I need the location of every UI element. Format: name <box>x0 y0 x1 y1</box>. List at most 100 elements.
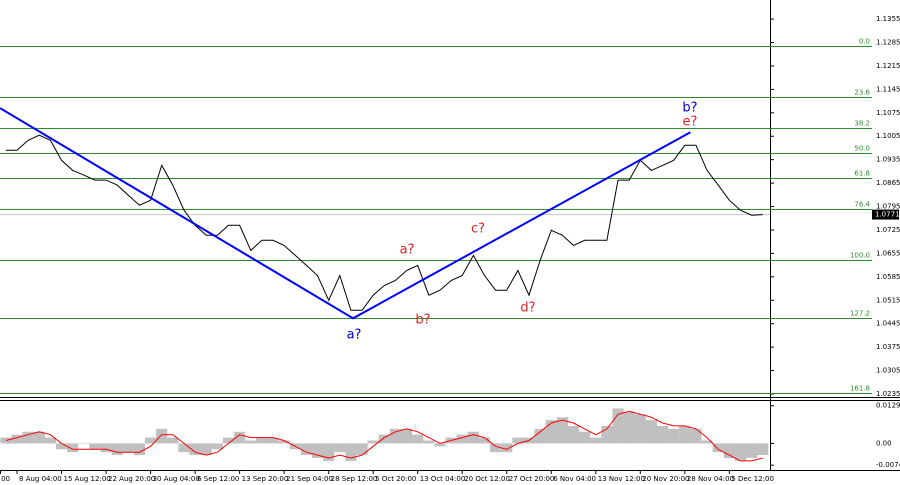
histogram-bar <box>534 428 546 444</box>
y-tick-label: 1.0935 <box>876 156 900 164</box>
y-tick-label: 0.01293 <box>876 402 900 410</box>
wave-annotation: a? <box>400 243 415 258</box>
fib-label: 61.8 <box>854 170 870 178</box>
histogram-bar <box>144 437 157 444</box>
y-tick-label: 0.00 <box>876 439 892 447</box>
histogram-bar <box>623 411 635 444</box>
y-tick-label: 1.1075 <box>876 109 900 117</box>
histogram-bar <box>757 443 769 456</box>
histogram-bar <box>501 443 513 453</box>
fib-label: 50.0 <box>854 145 870 153</box>
histogram-bar <box>78 443 90 444</box>
histogram-bar <box>323 443 335 461</box>
histogram-bar <box>423 440 435 444</box>
histogram-bar <box>300 443 312 456</box>
histogram-bar <box>634 414 646 444</box>
histogram-bar <box>512 437 524 444</box>
fib-label: 0.0 <box>859 38 870 46</box>
histogram-bar <box>156 428 168 444</box>
histogram-bar <box>412 434 424 444</box>
y-tick-label: 1.0795 <box>876 203 900 211</box>
wave-annotation: d? <box>520 301 535 316</box>
x-tick-label: 6 Nov 04:00 <box>553 475 596 483</box>
histogram-bar <box>311 443 324 458</box>
y-tick-label: 1.0655 <box>876 249 900 257</box>
x-tick-label: 00 <box>1 475 10 483</box>
x-tick-label: 28 Sep 12:00 <box>331 475 378 483</box>
x-tick-label: 21 Sep 04:00 <box>286 475 333 483</box>
wave-line <box>0 107 691 320</box>
histogram-bar <box>690 428 702 444</box>
histogram-bar <box>256 437 268 444</box>
x-tick-label: 6 Sep 12:00 <box>197 475 239 483</box>
y-tick-label: 1.0375 <box>876 343 900 351</box>
histogram-bar <box>11 434 23 444</box>
histogram-bar <box>612 408 624 444</box>
histogram-bar <box>434 443 446 447</box>
histogram-bar <box>100 443 112 453</box>
histogram-bar <box>178 443 190 453</box>
y-tick-label: 1.1285 <box>876 39 900 47</box>
histogram-bar <box>701 440 713 444</box>
histogram-bar <box>111 443 123 456</box>
y-tick-label: 1.0515 <box>876 296 900 304</box>
fib-label: 23.6 <box>854 89 870 97</box>
fib-label: 76.4 <box>854 201 870 209</box>
histogram-bar <box>579 431 591 444</box>
histogram-bar <box>545 420 557 444</box>
y-tick-label: -0.00747 <box>876 461 900 469</box>
x-tick-label: 30 Aug 04:00 <box>153 475 200 483</box>
x-tick-label: 13 Oct 04:00 <box>420 475 466 483</box>
fib-label: 161.8 <box>850 385 870 393</box>
histogram-bar <box>44 437 57 444</box>
histogram-bar <box>656 425 669 444</box>
histogram-bar <box>601 425 613 444</box>
histogram-bar <box>167 437 179 444</box>
signal-line <box>5 410 763 462</box>
histogram-bar <box>679 425 691 444</box>
wave-annotation: a? <box>347 328 362 343</box>
wave-annotation: b? <box>415 313 430 328</box>
histogram-bar <box>55 443 68 450</box>
y-tick-label: 1.1215 <box>876 62 900 70</box>
histogram-bar <box>567 425 580 444</box>
histogram-bar <box>668 428 680 444</box>
histogram-bar <box>200 443 212 456</box>
x-tick-label: 28 Nov 04:00 <box>687 475 734 483</box>
histogram-bar <box>345 443 357 461</box>
histogram-bar <box>400 428 413 444</box>
histogram-bar <box>456 434 468 444</box>
histogram-bar <box>467 431 479 444</box>
histogram-bar <box>334 443 346 453</box>
x-tick-label: 20 Nov 20:00 <box>642 475 689 483</box>
x-tick-label: 15 Aug 12:00 <box>64 475 111 483</box>
x-tick-label: 13 Nov 12:00 <box>598 475 645 483</box>
y-tick-label: 1.0725 <box>876 226 900 234</box>
histogram-bar <box>211 443 223 450</box>
histogram-bar <box>590 437 602 444</box>
fib-label: 127.2 <box>850 310 870 318</box>
wave-annotation: b? <box>682 101 697 116</box>
last-price-label: 1.0771 <box>875 211 900 219</box>
histogram-bar <box>22 431 34 444</box>
histogram-bar <box>389 428 402 444</box>
histogram-bar <box>723 443 735 458</box>
x-tick-label: 5 Oct 20:00 <box>375 475 416 483</box>
x-tick-label: 20 Oct 12:00 <box>464 475 510 483</box>
y-tick-label: 1.1005 <box>876 132 900 140</box>
histogram-bar <box>67 443 79 453</box>
histogram-bar <box>746 443 758 458</box>
histogram-bar <box>712 443 724 453</box>
histogram-bar <box>133 443 146 456</box>
last-price-box <box>872 209 899 220</box>
histogram-bar <box>378 434 390 444</box>
x-tick-label: 22 Aug 20:00 <box>108 475 155 483</box>
histogram-bar <box>189 443 201 456</box>
histogram-bar <box>33 431 45 444</box>
y-tick-label: 1.0305 <box>876 367 900 375</box>
x-tick-label: 27 Oct 20:00 <box>509 475 555 483</box>
histogram-bar <box>278 440 290 444</box>
